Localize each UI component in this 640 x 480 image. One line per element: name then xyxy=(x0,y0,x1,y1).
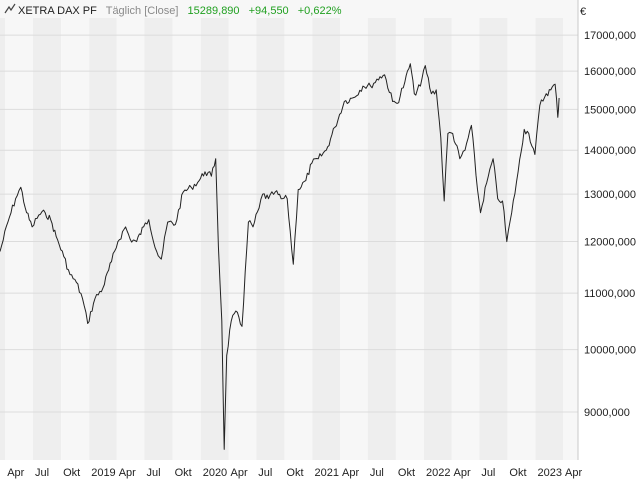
change-percent: +0,622% xyxy=(297,5,342,17)
grid-lines xyxy=(0,0,579,460)
x-tick-label: Okt xyxy=(286,467,303,479)
x-tick-label: Jul xyxy=(258,467,272,479)
y-tick-label: 17000,000 xyxy=(584,30,636,42)
y-tick-label: 16000,000 xyxy=(584,66,636,78)
quarter-band xyxy=(424,18,452,460)
quarter-band xyxy=(563,18,578,460)
quarter-band xyxy=(0,18,6,460)
quarter-band xyxy=(507,18,536,460)
quarter-band xyxy=(200,18,229,460)
quarter-band xyxy=(172,18,201,460)
quarter-band xyxy=(256,18,285,460)
quarter-band xyxy=(340,18,368,460)
x-tick-label: Jul xyxy=(370,467,384,479)
y-unit-label: € xyxy=(580,6,586,18)
instrument-name: XETRA DAX PF xyxy=(18,5,97,17)
change-absolute: +94,550 xyxy=(248,5,289,17)
y-tick-label: 12000,000 xyxy=(584,237,636,249)
quarter-band xyxy=(451,18,480,460)
x-tick-label: Apr xyxy=(119,467,136,479)
quarter-band xyxy=(144,18,173,460)
x-axis-ticks: Apr Jul Okt 2019 Apr Jul Okt 2020 Apr Jul Okt 2021 A… xyxy=(7,467,582,479)
quarter-band xyxy=(535,18,564,460)
quarter-band xyxy=(367,18,396,460)
x-tick-label: Okt xyxy=(175,467,192,479)
x-tick-label: Apr xyxy=(342,467,359,479)
quarter-band xyxy=(479,18,508,460)
y-tick-label: 9000,000 xyxy=(584,407,630,419)
line-chart-icon xyxy=(4,3,18,18)
x-tick-label: Okt xyxy=(509,467,526,479)
y-tick-label: 10000,000 xyxy=(584,345,636,357)
x-tick-label: Jul xyxy=(147,467,161,479)
background-bands xyxy=(0,0,578,460)
x-tick-label: Apr xyxy=(454,467,471,479)
x-tick-label: Jul xyxy=(481,467,495,479)
x-tick-label: 2019 xyxy=(91,467,115,479)
y-tick-label: 14000,000 xyxy=(584,145,636,157)
x-tick-label: Apr xyxy=(565,467,582,479)
x-tick-label: Apr xyxy=(7,467,24,479)
x-tick-label: Okt xyxy=(63,467,80,479)
x-tick-label: Apr xyxy=(231,467,248,479)
x-tick-label: 2022 xyxy=(426,467,450,479)
y-tick-label: 15000,000 xyxy=(584,104,636,116)
y-tick-label: 11000,000 xyxy=(584,288,635,300)
quarter-band xyxy=(312,18,341,460)
last-price: 15289,890 xyxy=(187,5,240,17)
x-tick-label: 2020 xyxy=(203,467,227,479)
y-axis-ticks: 9000,000 10000,000 11000,000 12000,000 13000… xyxy=(584,30,636,419)
y-tick-label: 13000,000 xyxy=(584,189,636,201)
quarter-band xyxy=(61,18,90,460)
quarter-band xyxy=(5,18,33,460)
x-tick-label: 2021 xyxy=(315,467,339,479)
x-tick-label: Jul xyxy=(35,467,49,479)
x-tick-label: 2023 xyxy=(538,467,562,479)
quarter-band xyxy=(284,18,313,460)
header-band xyxy=(0,0,578,18)
series-line xyxy=(0,63,560,450)
chart-header: XETRA DAX PF Täglich [Close] 15289,890 +… xyxy=(4,3,347,17)
x-tick-label: Okt xyxy=(398,467,415,479)
chart-mode: Täglich [Close] xyxy=(105,5,179,17)
quarter-band xyxy=(89,18,117,460)
quarter-band xyxy=(395,18,425,460)
quarter-band xyxy=(228,18,257,460)
quarter-band xyxy=(32,18,62,460)
